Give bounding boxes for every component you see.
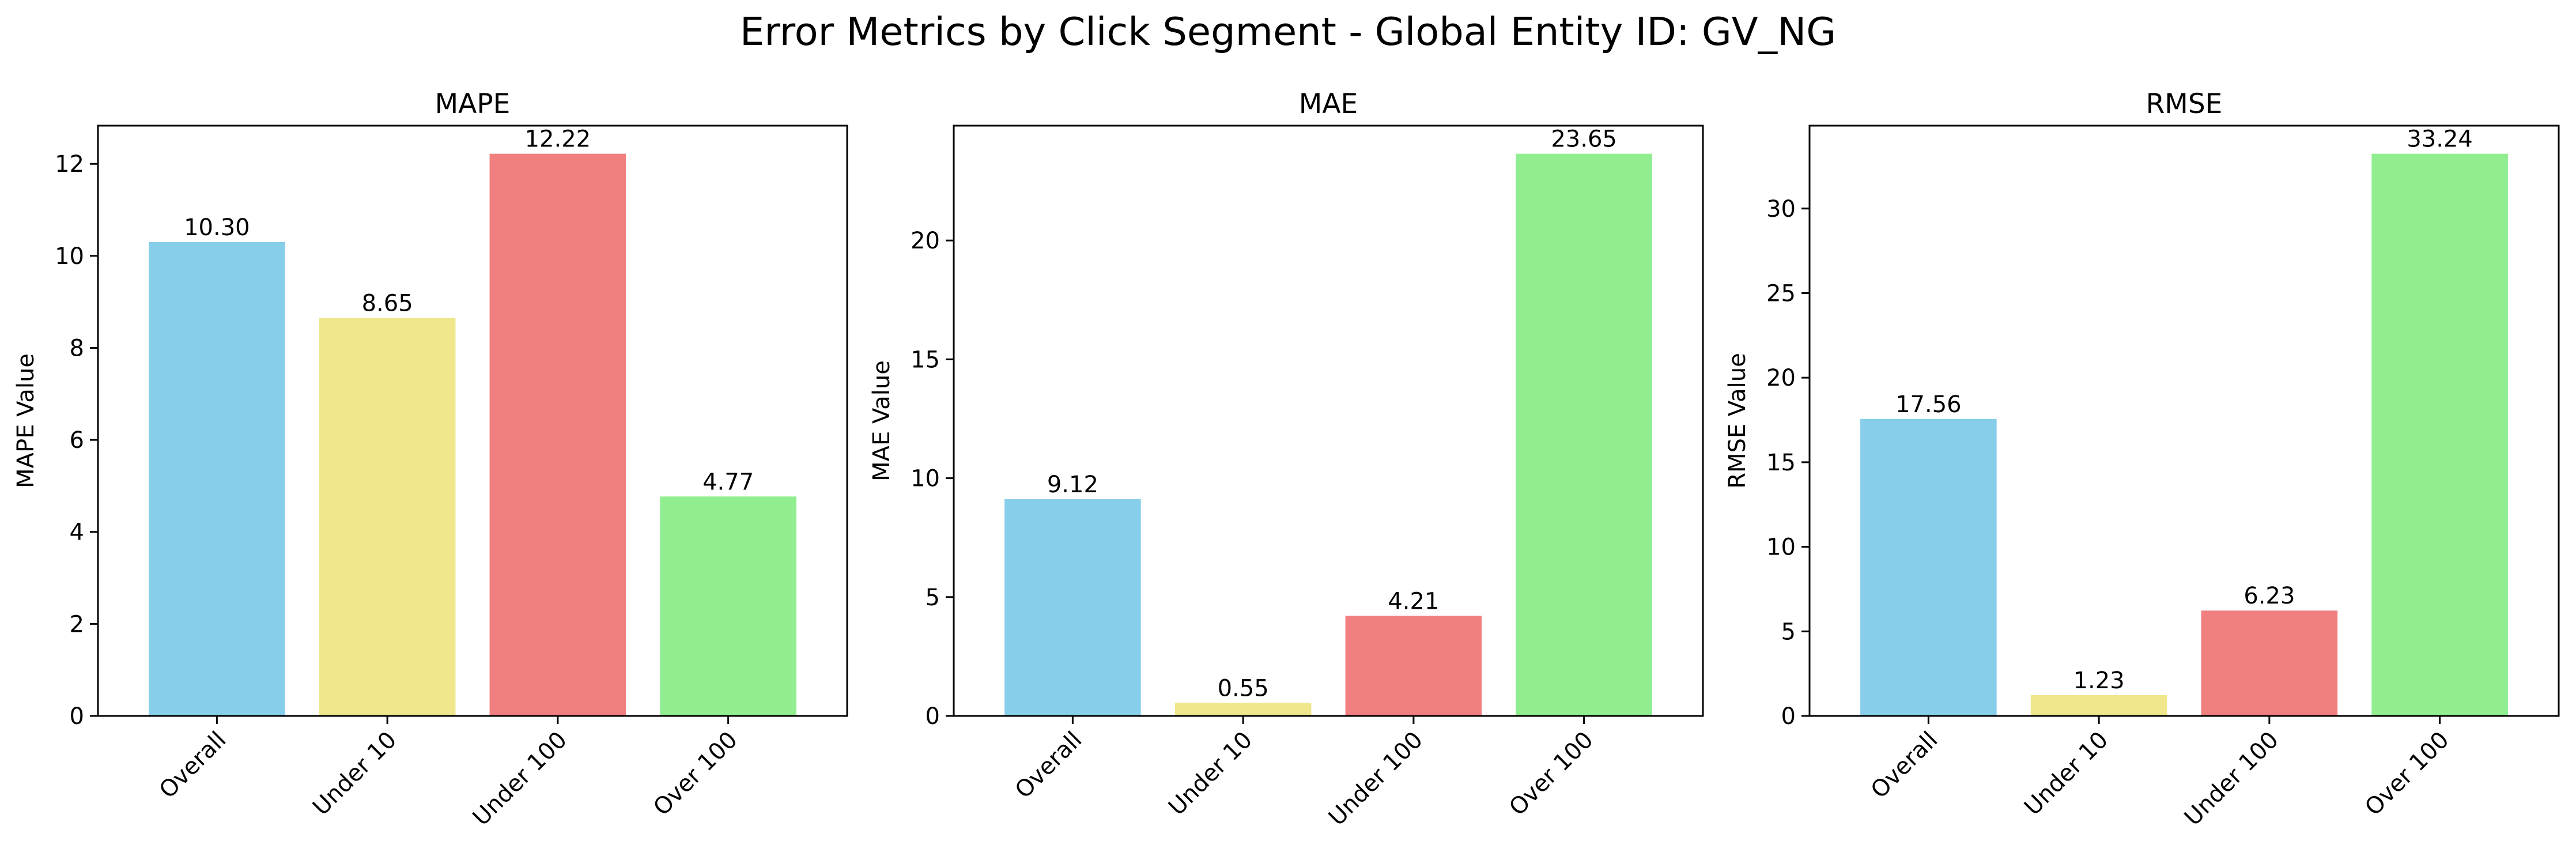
bar-under-100 xyxy=(489,153,626,716)
bar-under-100 xyxy=(2201,610,2338,716)
data-label: 9.12 xyxy=(1047,472,1098,498)
data-label: 4.21 xyxy=(1388,588,1439,614)
bar-under-10 xyxy=(2030,695,2167,716)
bar-overall xyxy=(149,242,285,716)
x-tick-label: Overall xyxy=(154,727,232,804)
y-tick-label: 8 xyxy=(70,335,84,361)
y-axis-label: MAE Value xyxy=(868,360,895,481)
x-tick-label: Over 100 xyxy=(1504,727,1599,821)
x-tick-label: Under 10 xyxy=(2019,727,2113,821)
y-tick-label: 2 xyxy=(70,611,84,638)
y-tick-label: 4 xyxy=(70,519,84,546)
bar-over-100 xyxy=(2371,153,2508,716)
data-label: 33.24 xyxy=(2407,126,2473,153)
x-tick-label: Over 100 xyxy=(648,727,743,821)
y-tick-label: 0 xyxy=(1781,703,1796,730)
y-tick-label: 12 xyxy=(55,151,84,178)
y-axis-label: RMSE Value xyxy=(1724,353,1751,489)
data-label: 6.23 xyxy=(2243,583,2295,609)
chart-panel-mape: MAPE 10.30 8.65 12.22 4.77 0 2 4 6 8 10 12 Overall Un… xyxy=(13,88,848,831)
y-tick-label: 30 xyxy=(1766,196,1796,223)
data-label: 8.65 xyxy=(362,291,413,317)
x-tick-label: Under 100 xyxy=(1324,727,1428,831)
y-tick-label: 20 xyxy=(911,228,940,254)
y-axis-label: MAPE Value xyxy=(13,353,39,488)
y-tick-label: 5 xyxy=(926,585,940,611)
y-tick-label: 20 xyxy=(1766,365,1796,391)
data-label: 4.77 xyxy=(702,469,754,495)
figure-title: Error Metrics by Click Segment - Global … xyxy=(740,9,1836,54)
bar-under-10 xyxy=(1174,703,1312,716)
y-tick-label: 25 xyxy=(1766,280,1796,307)
y-tick-label: 10 xyxy=(1766,534,1796,561)
x-tick-label: Under 100 xyxy=(468,727,572,831)
y-tick-label: 0 xyxy=(926,703,940,730)
panel-title: MAE xyxy=(1299,88,1358,120)
plot-frame xyxy=(97,125,848,717)
x-tick-label: Under 10 xyxy=(1164,727,1257,821)
data-label: 10.30 xyxy=(184,214,250,241)
data-label: 12.22 xyxy=(525,126,591,153)
bar-over-100 xyxy=(660,496,796,716)
x-tick-label: Overall xyxy=(1866,727,1943,804)
y-tick-label: 15 xyxy=(911,346,940,373)
chart-panels: MAPE 10.30 8.65 12.22 4.77 0 2 4 6 8 10 12 Overall Un… xyxy=(13,88,2560,831)
x-tick-label: Over 100 xyxy=(2360,727,2454,821)
x-tick-label: Under 10 xyxy=(308,727,402,821)
data-label: 1.23 xyxy=(2073,668,2125,694)
plot-frame xyxy=(953,125,1704,717)
chart-panel-rmse: RMSE 17.56 1.23 6.23 33.24 0 5 10 15 20 25 30 Overal… xyxy=(1724,88,2560,831)
panel-title: MAPE xyxy=(435,88,511,120)
y-tick-label: 0 xyxy=(70,703,84,730)
x-tick-label: Under 100 xyxy=(2180,727,2284,831)
plot-frame xyxy=(1808,125,2560,717)
y-tick-label: 10 xyxy=(911,466,940,492)
chart-panel-mae: MAE 9.12 0.55 4.21 23.65 0 5 10 15 20 Overall Under… xyxy=(868,88,1704,831)
bar-overall xyxy=(1860,418,1997,716)
y-tick-label: 6 xyxy=(70,427,84,454)
x-tick-label: Overall xyxy=(1010,727,1087,804)
y-tick-label: 5 xyxy=(1781,619,1796,645)
bar-over-100 xyxy=(1516,153,1652,717)
bar-under-10 xyxy=(319,318,456,716)
bar-overall xyxy=(1004,499,1141,716)
y-tick-label: 10 xyxy=(55,243,84,270)
data-label: 23.65 xyxy=(1551,126,1617,153)
y-tick-label: 15 xyxy=(1766,450,1796,476)
data-label: 17.56 xyxy=(1895,391,1962,418)
data-label: 0.55 xyxy=(1218,675,1269,702)
panel-title: RMSE xyxy=(2146,88,2223,120)
bar-under-100 xyxy=(1345,616,1482,716)
